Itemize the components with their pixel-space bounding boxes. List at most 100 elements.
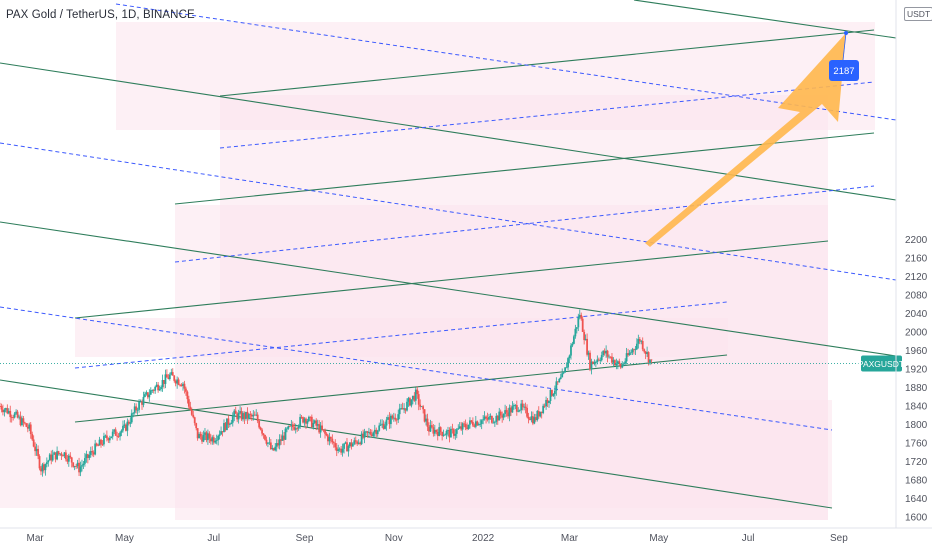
trend-line-7 (633, 0, 897, 39)
candle-body (397, 414, 400, 420)
candle-body (160, 387, 162, 390)
candle-body (47, 460, 50, 463)
candle-body (299, 416, 302, 427)
candle-body (76, 462, 79, 467)
y-tick-label: 2120 (905, 272, 928, 283)
candle-body (451, 428, 454, 430)
candle-body (108, 437, 111, 441)
candle-body (532, 416, 534, 424)
candle-body (267, 442, 269, 444)
candle-body (177, 379, 180, 385)
candle-body (158, 389, 161, 391)
candle-body (327, 435, 329, 442)
y-tick-label: 1640 (905, 494, 928, 505)
candle-body (126, 421, 129, 431)
candle-body (247, 414, 250, 419)
candle-body (28, 424, 31, 429)
currency-unit-badge[interactable]: USDT (904, 7, 932, 21)
candle-body (584, 338, 587, 341)
candle-body (616, 361, 619, 364)
candle-body (91, 451, 94, 453)
candle-body (44, 464, 47, 471)
candle-body (340, 448, 343, 453)
candle-body (488, 416, 490, 420)
trend-line-4 (174, 132, 875, 205)
target-badge (829, 60, 859, 81)
y-tick-label: 2160 (905, 254, 928, 265)
candle-body (542, 405, 545, 414)
candle-body (573, 336, 575, 344)
candle-body (571, 343, 574, 346)
candle-body (234, 410, 237, 414)
candle-body (594, 362, 597, 363)
candle-body (258, 421, 261, 428)
candle-body (56, 451, 58, 460)
y-tick-label: 2200 (905, 235, 928, 246)
trend-line-1 (0, 221, 897, 357)
candle-body (132, 412, 135, 414)
candle-body (104, 435, 107, 437)
candle-body (25, 423, 28, 427)
median-line-0 (115, 3, 897, 121)
candle-body (23, 422, 26, 424)
candle-body (469, 420, 471, 425)
candle-body (540, 411, 543, 414)
candle-body (164, 374, 167, 384)
candle-body (130, 413, 133, 423)
candle-body (325, 433, 328, 436)
candle-body (149, 390, 152, 395)
x-tick-label: 2022 (472, 533, 495, 544)
candle-body (302, 417, 304, 423)
candle-body (204, 432, 206, 435)
candle-body (16, 411, 19, 418)
candle-body (391, 415, 394, 419)
candle-body (215, 440, 218, 441)
candle-body (6, 408, 9, 414)
candle-body (407, 398, 410, 402)
trend-line-2 (0, 379, 833, 509)
x-tick-label: Nov (385, 533, 403, 544)
candle-body (9, 410, 12, 418)
candle-body (448, 429, 451, 438)
candle-body (387, 417, 389, 420)
candle-body (423, 409, 426, 422)
candle-body (436, 432, 439, 436)
candle-body (363, 431, 366, 438)
candle-body (170, 372, 173, 375)
candle-body (35, 448, 38, 452)
candle-body (568, 355, 571, 359)
candle-body (31, 434, 34, 440)
candle-body (290, 424, 293, 427)
candle-body (552, 394, 555, 396)
candle-body (250, 414, 253, 417)
candle-body (161, 379, 164, 388)
candle-body (119, 432, 121, 437)
candle-body (357, 442, 360, 444)
candle-body (356, 441, 359, 444)
candle-body (619, 363, 622, 368)
candle-body (526, 407, 528, 417)
candle-body (286, 428, 288, 430)
candle-body (114, 429, 117, 436)
candle-body (498, 411, 501, 421)
candle-body (618, 361, 621, 364)
candle-body (349, 442, 351, 447)
candle-body (0, 406, 3, 410)
candle-body (432, 427, 435, 434)
candle-body (127, 421, 130, 424)
y-tick-label: 1960 (905, 346, 928, 357)
candle-body (136, 409, 139, 411)
candle-body (50, 454, 53, 461)
candle-body (2, 409, 4, 413)
candle-body (173, 375, 176, 381)
candle-body (264, 434, 266, 440)
candle-body (237, 413, 240, 420)
candle-body (643, 349, 646, 352)
candle-body (492, 422, 495, 424)
candle-body (537, 411, 540, 417)
candle-body (365, 431, 367, 433)
candle-body (354, 440, 357, 442)
trend-line-3 (219, 29, 875, 97)
candle-body (105, 435, 108, 439)
